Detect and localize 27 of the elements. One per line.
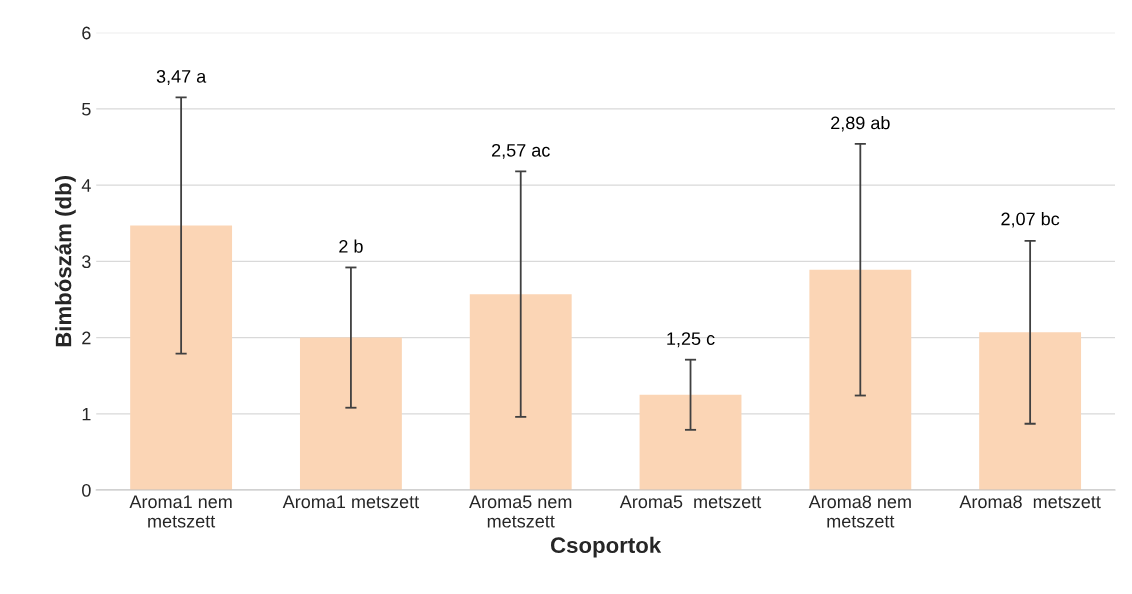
y-tick-label: 5 [82, 103, 91, 116]
y-tick-label: 0 [82, 483, 91, 497]
bar [979, 332, 1082, 491]
annotation: 1,25 c [667, 332, 715, 348]
annotation: 2,07 bc [1001, 212, 1060, 228]
bar [130, 225, 233, 491]
y-tick-label: 2 [82, 331, 91, 345]
annotation: 2,89 ab [831, 116, 890, 132]
bar [299, 337, 402, 491]
annotation: 2 b [339, 239, 363, 253]
y-tick-label: 6 [82, 26, 91, 40]
x-tick-label: Aroma1 metszett [282, 495, 420, 509]
y-tick-label: 3 [82, 255, 91, 269]
x-tick-label: Aroma8 nem metszett [808, 495, 911, 528]
y-tick-label: 4 [81, 179, 91, 192]
annotation: 3,47 a [156, 70, 207, 85]
y-tick-label: 1 [82, 407, 91, 421]
bar [639, 394, 742, 491]
x-tick-label: Aroma5 metszett [619, 495, 762, 509]
x-tick-label: Aroma5 nem metszett [469, 495, 572, 528]
bar [469, 294, 572, 491]
annotation: 2,57 ac [492, 143, 550, 159]
bar [809, 269, 912, 491]
x-tick-label: Aroma8 metszett [959, 495, 1101, 509]
x-tick-label: Aroma1 nem metszett [129, 495, 232, 528]
y-axis-title: Bimbószám (db) [54, 176, 76, 347]
x-axis-title: Csoportok [550, 536, 662, 558]
